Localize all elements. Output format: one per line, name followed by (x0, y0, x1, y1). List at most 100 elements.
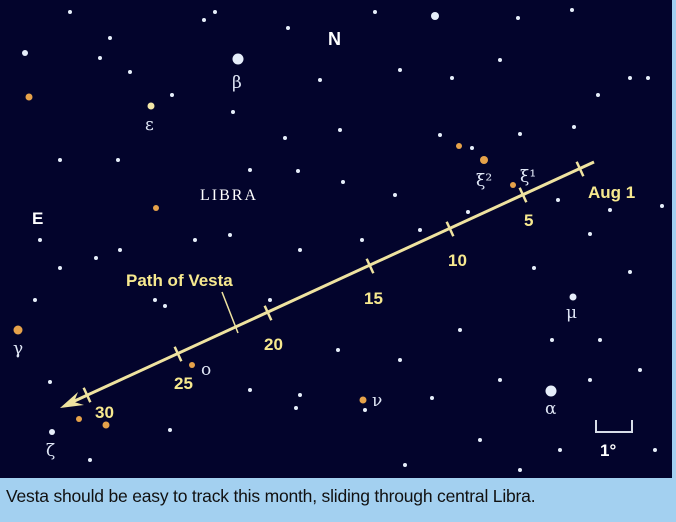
star (510, 182, 516, 188)
star (338, 128, 342, 132)
star (466, 210, 470, 214)
date-aug1: Aug 1 (588, 183, 635, 202)
star (393, 193, 397, 197)
star (163, 304, 167, 308)
date-5: 5 (524, 211, 533, 230)
north-label: N (328, 29, 341, 49)
star (94, 256, 98, 260)
star (13, 325, 23, 335)
caption: Vesta should be easy to track this month… (6, 486, 536, 506)
star (628, 76, 632, 80)
star (102, 421, 110, 429)
star (418, 228, 422, 232)
star (88, 458, 92, 462)
star (572, 125, 576, 129)
label-omicron: o (201, 360, 211, 380)
star (438, 133, 442, 137)
star-chart: N E LIBRA Path of Vesta Aug 1 5 10 15 20… (0, 0, 672, 478)
star (450, 76, 454, 80)
star (596, 93, 600, 97)
star (147, 102, 155, 110)
path-date-tick (173, 346, 183, 362)
arrow-head-icon (60, 392, 84, 408)
label-beta: β (232, 73, 242, 93)
star (638, 368, 642, 372)
star (294, 406, 298, 410)
path-label: Path of Vesta (126, 271, 233, 290)
star (170, 93, 174, 97)
star (398, 358, 402, 362)
path-date-tick (263, 305, 273, 321)
star (588, 232, 592, 236)
star (341, 180, 345, 184)
label-xi2: ξ² (476, 171, 492, 191)
star (193, 238, 197, 242)
date-15: 15 (364, 289, 383, 308)
star (189, 362, 195, 368)
star (363, 408, 367, 412)
star (458, 328, 462, 332)
vesta-path-line (67, 160, 595, 406)
star (558, 448, 562, 452)
star (248, 168, 252, 172)
star (598, 338, 602, 342)
date-10: 10 (448, 251, 467, 270)
star (283, 136, 287, 140)
label-gamma: γ (13, 339, 23, 359)
star (202, 18, 206, 22)
star (128, 70, 132, 74)
path-date-tick (365, 258, 375, 274)
star (232, 53, 244, 65)
star (98, 56, 102, 60)
east-label: E (32, 209, 43, 228)
star (360, 238, 364, 242)
star (516, 16, 520, 20)
star (628, 270, 632, 274)
star (22, 50, 28, 56)
star (108, 36, 112, 40)
label-mu: μ (566, 303, 577, 323)
star (298, 393, 302, 397)
star (231, 110, 235, 114)
star (373, 10, 377, 14)
star (213, 10, 217, 14)
star (359, 396, 367, 404)
star (430, 396, 434, 400)
star (570, 8, 574, 12)
star (478, 438, 482, 442)
star (58, 158, 62, 162)
label-alpha: α (545, 399, 557, 419)
path-date-tick (518, 187, 528, 203)
path-date-tick (575, 161, 585, 177)
star (118, 248, 122, 252)
star (68, 10, 72, 14)
path-date-tick (445, 221, 455, 237)
star (228, 233, 232, 237)
star (25, 93, 33, 101)
star (532, 266, 536, 270)
label-nu: ν (372, 391, 382, 411)
scale-bar (595, 420, 633, 433)
date-30: 30 (95, 403, 114, 422)
label-zeta: ζ (46, 441, 55, 461)
star (556, 198, 560, 202)
star-chart-svg: N E LIBRA Path of Vesta Aug 1 5 10 15 20… (13, 8, 664, 472)
star (498, 378, 502, 382)
star (646, 76, 650, 80)
star (168, 428, 172, 432)
star (48, 380, 52, 384)
star (431, 12, 439, 20)
star (588, 378, 592, 382)
star (336, 348, 340, 352)
star (518, 468, 522, 472)
star (456, 143, 462, 149)
star (58, 266, 62, 270)
date-20: 20 (264, 335, 283, 354)
star (286, 26, 290, 30)
star (569, 293, 577, 301)
star (318, 78, 322, 82)
star (608, 208, 612, 212)
star (498, 58, 502, 62)
star (403, 463, 407, 467)
label-epsilon: ε (145, 115, 154, 135)
